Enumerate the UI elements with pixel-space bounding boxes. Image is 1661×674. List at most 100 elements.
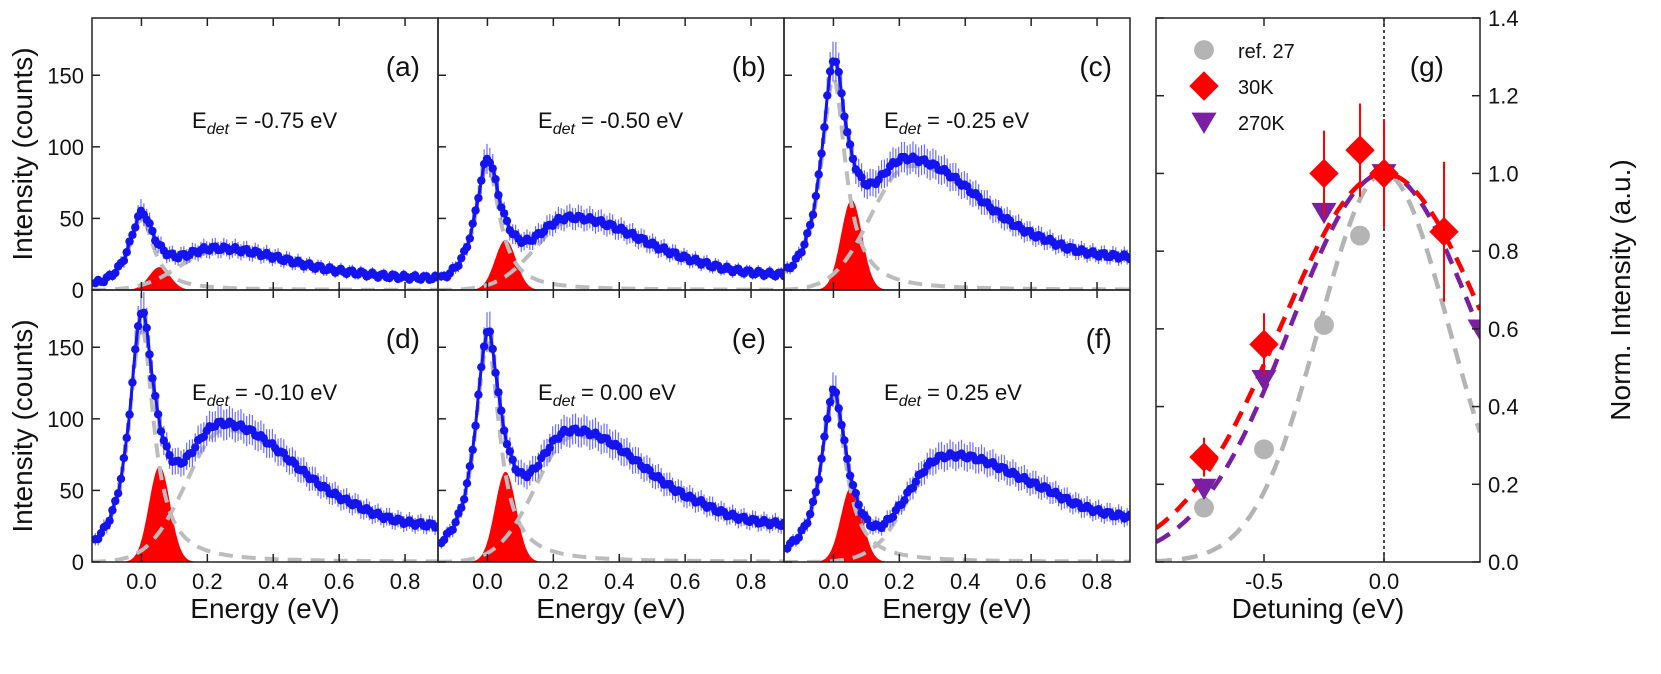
- data-series: [92, 292, 438, 546]
- edet-label: Edet = -0.10 eV: [192, 380, 338, 410]
- data-point: [131, 345, 140, 354]
- x-tick-label: 0.0: [472, 569, 503, 594]
- edet-prefix: E: [538, 108, 553, 133]
- plot-area: [92, 292, 438, 562]
- x-tick-label: 0.0: [1369, 569, 1400, 594]
- data-point: [451, 518, 460, 527]
- x-tick-label: 0.0: [818, 569, 849, 594]
- data-point: [116, 474, 126, 484]
- edet-prefix: E: [192, 380, 207, 405]
- data-point: [471, 206, 480, 215]
- x-tick-label: 0.6: [1016, 569, 1047, 594]
- data-point: [1125, 510, 1130, 519]
- x-tick-label: 0.2: [192, 569, 223, 594]
- data-point: [797, 248, 806, 257]
- spectrum-panel-f: 0.0 0.2 0.4 0.6 0.8 (f) Edet = 0.25 eV Energy (…: [783, 289, 1131, 624]
- data-point: [457, 503, 466, 512]
- data-point: [125, 237, 134, 246]
- data-point: [843, 454, 852, 464]
- y-tick-label: 1.4: [1488, 6, 1519, 31]
- data-point: [788, 261, 798, 270]
- dashed-sharp-component: [784, 76, 1130, 290]
- data-point: [468, 445, 477, 455]
- data-point: [1309, 158, 1339, 189]
- data-point: [439, 535, 449, 545]
- dashed-sharp-component: [92, 324, 438, 562]
- detuning-plot-area: [1156, 18, 1480, 562]
- x-tick-label: 0.4: [950, 569, 981, 594]
- spectrum-panel-d: 0.0 0.2 0.4 0.6 0.8 0 50 100 150 (d) Edet = -0.10 …: [7, 289, 439, 624]
- data-point: [1125, 255, 1130, 264]
- fit-curve-ref-27: [1156, 171, 1480, 562]
- data-point: [454, 261, 463, 271]
- series-30k: [1189, 103, 1459, 477]
- data-point: [1189, 442, 1219, 472]
- data-point: [823, 414, 832, 424]
- data-point: [191, 443, 200, 452]
- data-point: [854, 500, 863, 509]
- x-tick-label: 0.4: [258, 569, 289, 594]
- data-point: [805, 220, 815, 230]
- fit-peak-area: [454, 239, 554, 290]
- y-tick-label: 1.2: [1488, 84, 1519, 109]
- edet-subscript: det: [899, 393, 922, 410]
- data-point: [448, 525, 457, 535]
- y-tick-label: 0: [72, 278, 84, 303]
- plot-area: [784, 41, 1130, 290]
- data-point: [805, 509, 815, 519]
- data-point: [837, 89, 846, 98]
- data-point: [499, 209, 509, 218]
- data-point: [840, 112, 849, 121]
- data-point: [834, 67, 843, 77]
- y-tick-label: 0.0: [1488, 550, 1519, 575]
- data-point: [477, 362, 486, 372]
- spectrum-panel-a: 0 50 100 150 (a) Edet = -0.75 eV Intensity (co…: [7, 17, 439, 303]
- edet-value: = -0.25 eV: [921, 108, 1030, 133]
- series-270k: [1191, 164, 1480, 501]
- data-point: [499, 426, 509, 435]
- data-point: [508, 455, 517, 465]
- fit-peak-area: [454, 471, 554, 562]
- data-point: [863, 515, 872, 524]
- data-point: [920, 467, 929, 477]
- data-point: [811, 487, 821, 497]
- x-tick-label: 0.8: [1082, 569, 1113, 594]
- panel-letter: (c): [1079, 51, 1112, 82]
- data-point: [1249, 329, 1279, 360]
- fit-curve-270k: [1156, 171, 1480, 544]
- data-point: [840, 436, 849, 445]
- edet-subscript: det: [553, 393, 576, 410]
- edet-value: = 0.00 eV: [575, 380, 676, 405]
- data-line: [786, 386, 1130, 550]
- data-point: [497, 406, 506, 415]
- data-point: [165, 451, 174, 460]
- data-point: [474, 390, 483, 399]
- data-point: [505, 447, 515, 456]
- data-point: [474, 193, 483, 203]
- data-point: [820, 123, 829, 132]
- data-point: [1194, 497, 1214, 518]
- data-point: [108, 506, 117, 515]
- data-series: [438, 311, 784, 549]
- x-axis-title: Energy (eV): [536, 593, 685, 624]
- data-point: [534, 461, 543, 470]
- panel-letter: (d): [386, 323, 420, 354]
- data-point: [139, 308, 149, 317]
- data-point: [848, 154, 858, 164]
- data-point: [545, 443, 555, 452]
- data-point: [488, 164, 497, 173]
- data-point: [494, 388, 503, 397]
- data-point: [911, 477, 921, 487]
- data-point: [1350, 225, 1370, 246]
- data-point: [142, 323, 151, 333]
- y-tick-label: 0.8: [1488, 239, 1519, 264]
- plot-area: [438, 311, 784, 562]
- data-point: [1251, 370, 1277, 392]
- data-point: [119, 256, 129, 265]
- y-axis-title: Intensity (counts): [7, 319, 38, 532]
- data-point: [122, 247, 131, 257]
- data-point: [145, 350, 154, 359]
- x-tick-label: 0.6: [670, 569, 701, 594]
- data-point: [465, 462, 475, 471]
- y-tick-label: 0: [72, 550, 84, 575]
